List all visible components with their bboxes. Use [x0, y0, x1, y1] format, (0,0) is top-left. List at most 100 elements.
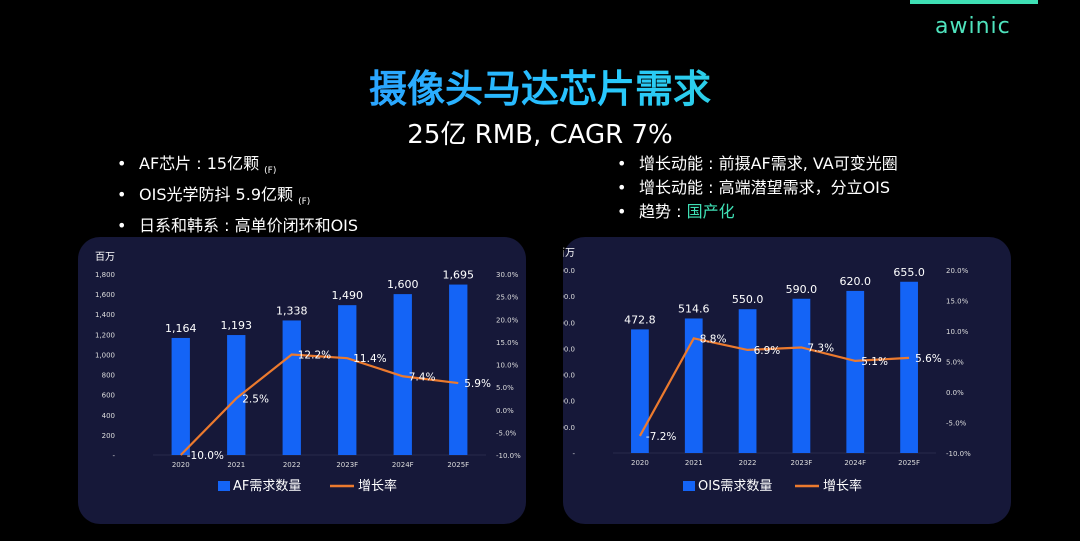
legend-bar-label: OIS需求数量	[698, 479, 772, 494]
y-tick-label: 600.0	[563, 293, 575, 301]
y-right-tick-label: 15.0%	[496, 339, 519, 347]
bar	[282, 320, 301, 455]
y-tick-label: 200	[102, 432, 115, 440]
y-tick-label: 200.0	[563, 398, 575, 406]
y-tick-label: 1,600	[95, 291, 115, 299]
bar	[900, 281, 918, 453]
y-tick-label: -	[112, 452, 115, 460]
right-bullet-list: • 增长动能 : 前摄AF需求, VA可变光圈 • 增长动能 : 高端潜望需求，分立…	[617, 152, 898, 224]
category-label: 2023F	[336, 461, 358, 469]
legend-bar-label: AF需求数量	[233, 479, 301, 494]
legend-bar-swatch	[218, 481, 230, 491]
logo-accent-bar	[910, 0, 1038, 4]
bullet-item: • OIS光学防抖 5.9亿颗 (F)	[117, 183, 358, 214]
category-label: 2020	[631, 459, 649, 467]
growth-rate-label: -7.2%	[646, 431, 676, 443]
bar	[792, 298, 811, 453]
bar	[227, 335, 246, 455]
bar	[846, 290, 865, 453]
page-title: 摄像头马达芯片需求	[0, 58, 1080, 113]
bar-value-label: 1,695	[443, 269, 475, 282]
bullet-note: (F)	[264, 166, 277, 177]
y-right-tick-label: -5.0%	[946, 420, 967, 428]
bar	[738, 309, 757, 453]
bar	[631, 329, 649, 453]
y-tick-label: 100.0	[563, 424, 575, 432]
category-label: 2024F	[392, 461, 414, 469]
y-right-tick-label: -10.0%	[496, 452, 521, 460]
bullet-highlight: 国产化	[686, 202, 735, 221]
bar-value-label: 550.0	[732, 293, 764, 306]
category-label: 2022	[283, 461, 301, 469]
bar-value-label: 1,338	[276, 304, 308, 317]
y-tick-label: 1,400	[95, 311, 115, 319]
y-tick-label: 800	[102, 372, 115, 380]
growth-rate-label: 12.2%	[298, 350, 331, 362]
bar-value-label: 1,490	[332, 289, 364, 302]
bar-value-label: 655.0	[893, 266, 925, 279]
category-label: 2021	[227, 461, 245, 469]
bullet-text: 增长动能 : 前摄AF需求, VA可变光圈	[639, 154, 898, 173]
bar-value-label: 1,600	[387, 278, 419, 291]
y-right-tick-label: 0.0%	[946, 389, 964, 397]
category-label: 2024F	[844, 459, 866, 467]
bar-value-label: 1,193	[221, 319, 253, 332]
category-label: 2023F	[790, 459, 812, 467]
category-label: 2020	[172, 461, 190, 469]
bullet-item: • 增长动能 : 前摄AF需求, VA可变光圈	[617, 152, 898, 176]
ois-chart-panel: 百万 - 100.0 200.0 300.0 400.0 500.0 600.0 700.0 -1…	[563, 237, 1011, 524]
bar-value-label: 472.8	[624, 313, 656, 326]
left-bullet-list: • AF芯片 : 15亿颗 (F) • OIS光学防抖 5.9亿颗 (F) • 日系和…	[117, 152, 358, 238]
bullet-dot: •	[117, 216, 127, 236]
bullet-text: AF芯片 : 15亿颗	[139, 154, 260, 173]
bar	[684, 318, 703, 453]
y-right-tick-label: 30.0%	[496, 271, 519, 279]
bullet-dot: •	[117, 185, 127, 205]
bar	[171, 337, 190, 455]
bullet-dot: •	[617, 154, 627, 173]
y-right-tick-label: 15.0%	[946, 298, 969, 306]
y-right-tick-label: 5.0%	[496, 384, 514, 392]
growth-rate-label: 5.9%	[464, 378, 491, 390]
growth-rate-label: 8.8%	[700, 333, 727, 345]
bullet-dot: •	[617, 202, 627, 221]
af-demand-chart: 百万 - 200 400 600 800 1,000 1,200 1,400 1,600 1,800…	[95, 251, 521, 494]
growth-rate-label: 7.4%	[409, 371, 436, 383]
y-tick-label: 700.0	[563, 267, 575, 275]
bullet-item: • AF芯片 : 15亿颗 (F)	[117, 152, 358, 183]
bullet-note: (F)	[298, 197, 311, 208]
y-tick-label: 1,800	[95, 271, 115, 279]
y-right-tick-label: -10.0%	[946, 450, 971, 458]
bullet-text: 趋势 :	[639, 202, 687, 221]
bar	[393, 294, 412, 455]
y-tick-label: 1,200	[95, 331, 115, 339]
category-label: 2022	[739, 459, 757, 467]
growth-rate-line	[638, 337, 910, 437]
y-tick-label: 500.0	[563, 319, 575, 327]
category-label: 2025F	[447, 461, 469, 469]
page-subtitle: 25亿 RMB, CAGR 7%	[407, 120, 673, 150]
growth-rate-label: 2.5%	[242, 393, 269, 405]
bar-value-label: 514.6	[678, 302, 710, 315]
growth-rate-line	[179, 353, 459, 456]
bullet-item: • 日系和韩系 : 高单价闭环和OIS	[117, 214, 358, 238]
legend-bar-swatch	[683, 481, 695, 491]
y-tick-label: 300.0	[563, 372, 575, 380]
y-right-tick-label: 20.0%	[496, 316, 519, 324]
growth-rate-label: -10.0%	[187, 450, 224, 462]
bar-value-label: 620.0	[840, 275, 872, 288]
unit-label: 百万	[95, 251, 115, 263]
bar-value-label: 590.0	[786, 283, 818, 296]
growth-rate-label: 6.9%	[754, 345, 781, 357]
y-right-tick-label: -5.0%	[496, 429, 517, 437]
y-right-tick-label: 5.0%	[946, 359, 964, 367]
growth-rate-label: 7.3%	[807, 342, 834, 354]
legend-line-label: 增长率	[358, 478, 397, 494]
category-label: 2025F	[898, 459, 920, 467]
legend-line-label: 增长率	[823, 478, 862, 494]
bullet-text: OIS光学防抖 5.9亿颗	[139, 185, 294, 205]
growth-rate-label: 5.1%	[861, 356, 888, 368]
bullet-dot: •	[617, 178, 627, 197]
y-tick-label: -	[572, 450, 575, 458]
unit-label: 百万	[563, 247, 575, 259]
